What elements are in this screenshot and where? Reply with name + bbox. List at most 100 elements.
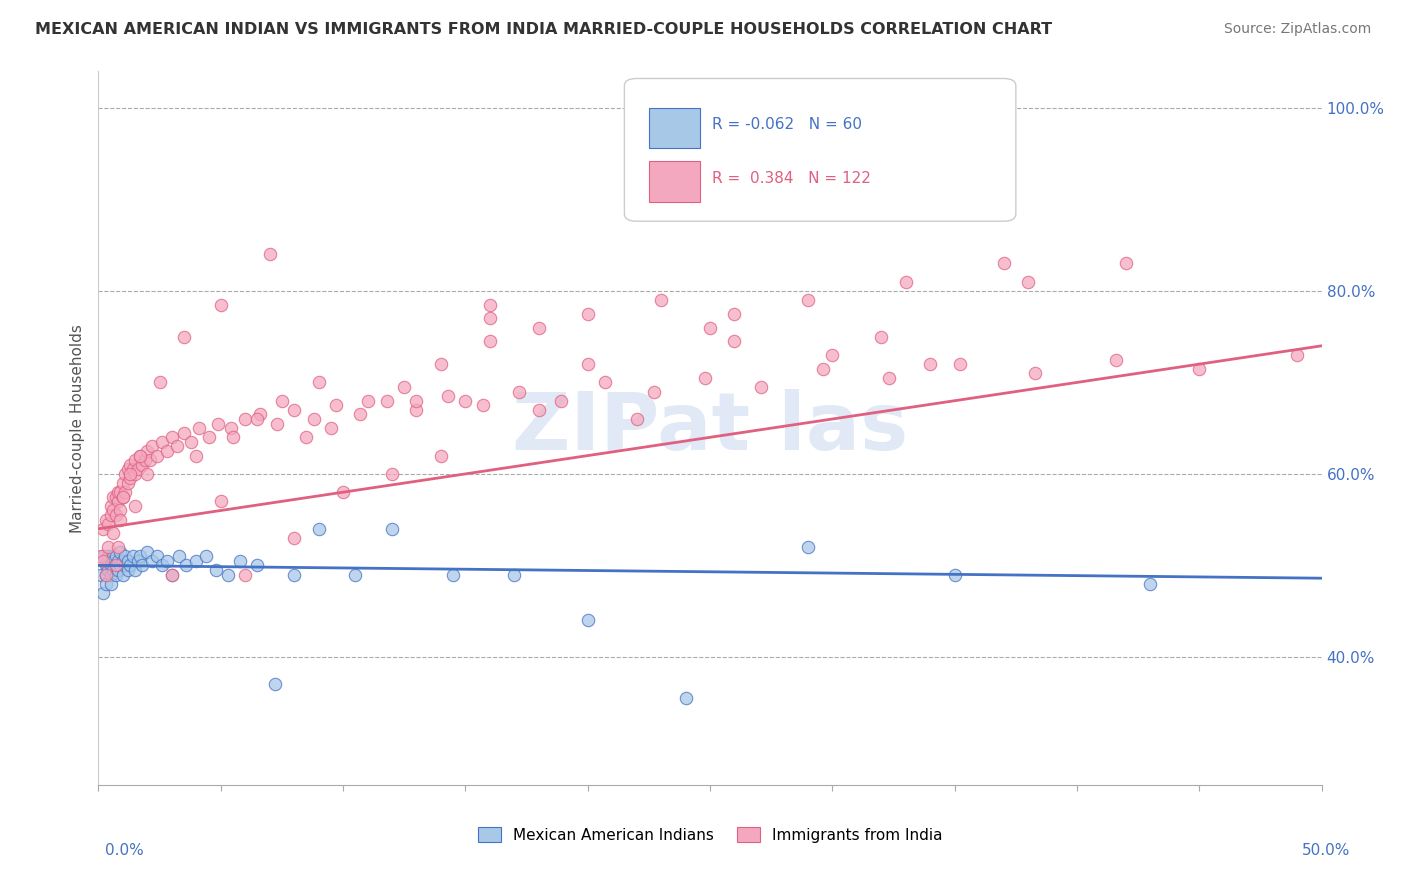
Point <box>356 393 378 408</box>
Point <box>233 567 256 582</box>
Point <box>550 393 572 408</box>
Point <box>405 393 427 408</box>
Point <box>1024 366 1046 380</box>
Point <box>195 549 218 564</box>
Point <box>249 408 271 422</box>
Point <box>111 554 134 568</box>
Point <box>160 567 183 582</box>
Point <box>104 558 127 573</box>
Point <box>107 540 129 554</box>
Point <box>131 558 153 573</box>
Point <box>129 449 152 463</box>
Point <box>139 453 162 467</box>
Point <box>146 449 169 463</box>
Point <box>186 449 208 463</box>
Point <box>136 444 159 458</box>
Point <box>821 348 844 362</box>
Point <box>478 311 501 326</box>
Point <box>1105 352 1128 367</box>
Point <box>120 558 142 573</box>
Point <box>114 485 136 500</box>
Point <box>94 576 117 591</box>
Point <box>131 458 153 472</box>
Point <box>160 567 183 582</box>
Point <box>94 567 117 582</box>
Point <box>222 430 245 444</box>
Point <box>430 357 453 371</box>
Point <box>302 412 325 426</box>
Point <box>308 376 330 390</box>
Text: R =  0.384   N = 122: R = 0.384 N = 122 <box>713 171 872 186</box>
Point <box>797 540 820 554</box>
Point <box>1188 361 1211 376</box>
Point <box>97 549 120 564</box>
Point <box>319 421 342 435</box>
Point <box>127 554 149 568</box>
Point <box>392 380 416 394</box>
Point <box>124 563 146 577</box>
Point <box>156 444 179 458</box>
Point <box>121 462 143 476</box>
Point <box>209 298 232 312</box>
Point <box>97 540 120 554</box>
Point <box>437 389 460 403</box>
Point <box>160 430 183 444</box>
Point <box>111 490 134 504</box>
Point <box>283 567 305 582</box>
Point <box>381 467 404 481</box>
Point <box>187 421 209 435</box>
Point <box>91 522 114 536</box>
Point <box>699 320 721 334</box>
Point <box>180 434 202 449</box>
Point <box>100 558 122 573</box>
Point <box>91 586 114 600</box>
FancyBboxPatch shape <box>648 108 700 148</box>
Point <box>156 554 179 568</box>
Point <box>114 549 136 564</box>
Point <box>527 402 550 417</box>
Point <box>101 554 124 568</box>
Point <box>97 554 120 568</box>
Point <box>723 307 745 321</box>
FancyBboxPatch shape <box>648 161 700 202</box>
Point <box>111 490 134 504</box>
FancyBboxPatch shape <box>624 78 1015 221</box>
Point <box>101 490 124 504</box>
Point <box>325 398 347 412</box>
Point <box>127 462 149 476</box>
Point <box>100 576 122 591</box>
Point <box>246 412 269 426</box>
Point <box>1115 256 1137 270</box>
Point <box>877 371 900 385</box>
Point <box>146 549 169 564</box>
Point <box>207 417 229 431</box>
Point <box>117 476 139 491</box>
Point <box>101 563 124 577</box>
Point <box>107 563 129 577</box>
Point <box>97 517 120 532</box>
Text: 50.0%: 50.0% <box>1302 843 1350 858</box>
Point <box>101 549 124 564</box>
Point <box>94 513 117 527</box>
Point <box>141 554 163 568</box>
Point <box>97 563 120 577</box>
Point <box>111 567 134 582</box>
Point <box>375 393 398 408</box>
Point <box>100 567 122 582</box>
Point <box>104 567 127 582</box>
Point <box>626 412 648 426</box>
Point <box>104 508 127 522</box>
Point <box>104 490 127 504</box>
Point <box>259 247 281 261</box>
Point <box>593 376 616 390</box>
Point <box>173 425 195 440</box>
Legend: Mexican American Indians, Immigrants from India: Mexican American Indians, Immigrants fro… <box>471 821 949 848</box>
Y-axis label: Married-couple Households: Married-couple Households <box>69 324 84 533</box>
Point <box>124 453 146 467</box>
Point <box>107 494 129 508</box>
Point <box>576 613 599 627</box>
Point <box>114 467 136 481</box>
Point <box>104 558 127 573</box>
Text: Source: ZipAtlas.com: Source: ZipAtlas.com <box>1223 22 1371 37</box>
Point <box>643 384 665 399</box>
